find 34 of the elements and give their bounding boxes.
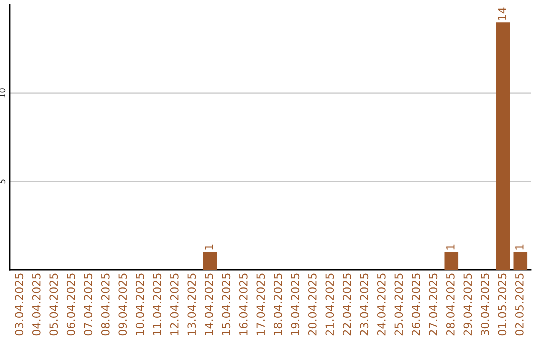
x-tick-label: 03.04.2025	[15, 274, 24, 336]
x-tick-label: 30.04.2025	[480, 274, 490, 336]
x-tick-label: 08.04.2025	[101, 274, 110, 336]
x-tick-label: 26.04.2025	[412, 274, 420, 336]
x-tick-label: 10.04.2025	[136, 274, 144, 336]
data-label: 14	[498, 8, 506, 20]
x-tick-label: 18.04.2025	[274, 274, 282, 336]
x-tick-label: 13.04.2025	[188, 274, 196, 336]
data-label: 1	[516, 244, 524, 250]
x-tick-label: 21.04.2025	[326, 274, 334, 336]
x-tick-label: 06.04.2025	[66, 274, 76, 336]
x-tick-label: 23.04.2025	[360, 274, 369, 336]
x-tick-label: 07.04.2025	[84, 274, 93, 336]
x-tick-label: 05.04.2025	[50, 274, 58, 336]
x-tick-label: 19.04.2025	[291, 274, 300, 336]
x-tick-label: 29.04.2025	[464, 274, 472, 336]
x-tick-label: 02.05.2025	[515, 274, 524, 336]
x-tick-label: 22.04.2025	[342, 274, 352, 336]
x-tick-label: 17.04.2025	[256, 274, 266, 336]
x-tick-label: 11.04.2025	[153, 274, 162, 336]
x-tick-label: 14.04.2025	[204, 274, 214, 336]
data-label: 1	[446, 244, 455, 250]
x-tick-label: 20.04.2025	[308, 274, 317, 336]
x-tick-label: 16.04.2025	[239, 274, 248, 336]
x-tick-label: 15.04.2025	[222, 274, 231, 336]
x-tick-label: 28.04.2025	[446, 274, 455, 336]
x-tick-label: 09.04.2025	[118, 274, 128, 336]
x-tick-label: 01.05.2025	[498, 274, 507, 336]
x-tick-label: 27.04.2025	[429, 274, 438, 336]
x-tick-label: 12.04.2025	[170, 274, 179, 336]
data-label: 1	[205, 244, 214, 250]
x-tick-label: 25.04.2025	[394, 274, 404, 336]
x-tick-label: 24.04.2025	[377, 274, 386, 336]
x-tick-label: 04.04.2025	[32, 274, 41, 336]
